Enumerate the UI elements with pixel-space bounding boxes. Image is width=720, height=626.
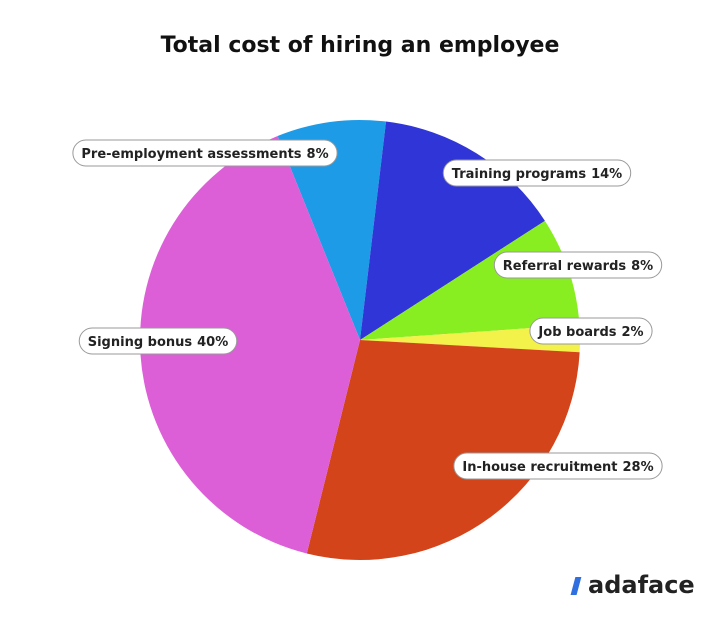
category-name: Referral rewards	[503, 259, 627, 274]
slice-label: Training programs 14%	[442, 159, 632, 187]
slice-label: Pre-employment assessments 8%	[72, 139, 338, 167]
logo-mark	[570, 577, 582, 595]
logo: adaface	[588, 571, 695, 599]
category-name: Job boards	[537, 325, 616, 340]
slice-label: Referral rewards 8%	[493, 251, 663, 279]
slice-label: In-house recruitment 28%	[453, 452, 663, 480]
label-text: In-house recruitment 28%	[462, 460, 653, 475]
value-label: 14%	[591, 167, 622, 182]
labels: Pre-employment assessments 8% Training pro…	[72, 139, 663, 480]
label-pill	[78, 327, 238, 355]
pie-slice	[277, 120, 387, 340]
category-name: Signing bonus	[88, 335, 193, 350]
category-name: In-house recruitment	[462, 460, 617, 475]
label-pill	[529, 317, 653, 345]
value-label: 2%	[622, 325, 644, 340]
value-label: 40%	[197, 335, 228, 350]
value-label: 8%	[631, 259, 653, 274]
slice-label: Job boards 2%	[529, 317, 653, 345]
label-pill	[72, 139, 338, 167]
pie-slice	[139, 136, 360, 554]
slice-label: Signing bonus 40%	[78, 327, 238, 355]
category-name: Training programs	[452, 167, 587, 182]
pie-slice	[360, 220, 580, 340]
label-text: Signing bonus 40%	[88, 335, 229, 350]
label-text: Pre-employment assessments 8%	[81, 147, 328, 162]
label-pill	[453, 452, 663, 480]
category-name: Pre-employment assessments	[81, 147, 301, 162]
label-text: Job boards 2%	[537, 325, 643, 340]
pie-slice	[306, 340, 580, 560]
value-label: 8%	[307, 147, 329, 162]
label-pill	[442, 159, 632, 187]
label-text: Training programs 14%	[452, 167, 622, 182]
label-text: Referral rewards 8%	[503, 259, 653, 274]
value-label: 28%	[623, 460, 654, 475]
chart-title: Total cost of hiring an employee	[161, 33, 560, 58]
label-pill	[493, 251, 663, 279]
pie-slice	[360, 324, 580, 353]
